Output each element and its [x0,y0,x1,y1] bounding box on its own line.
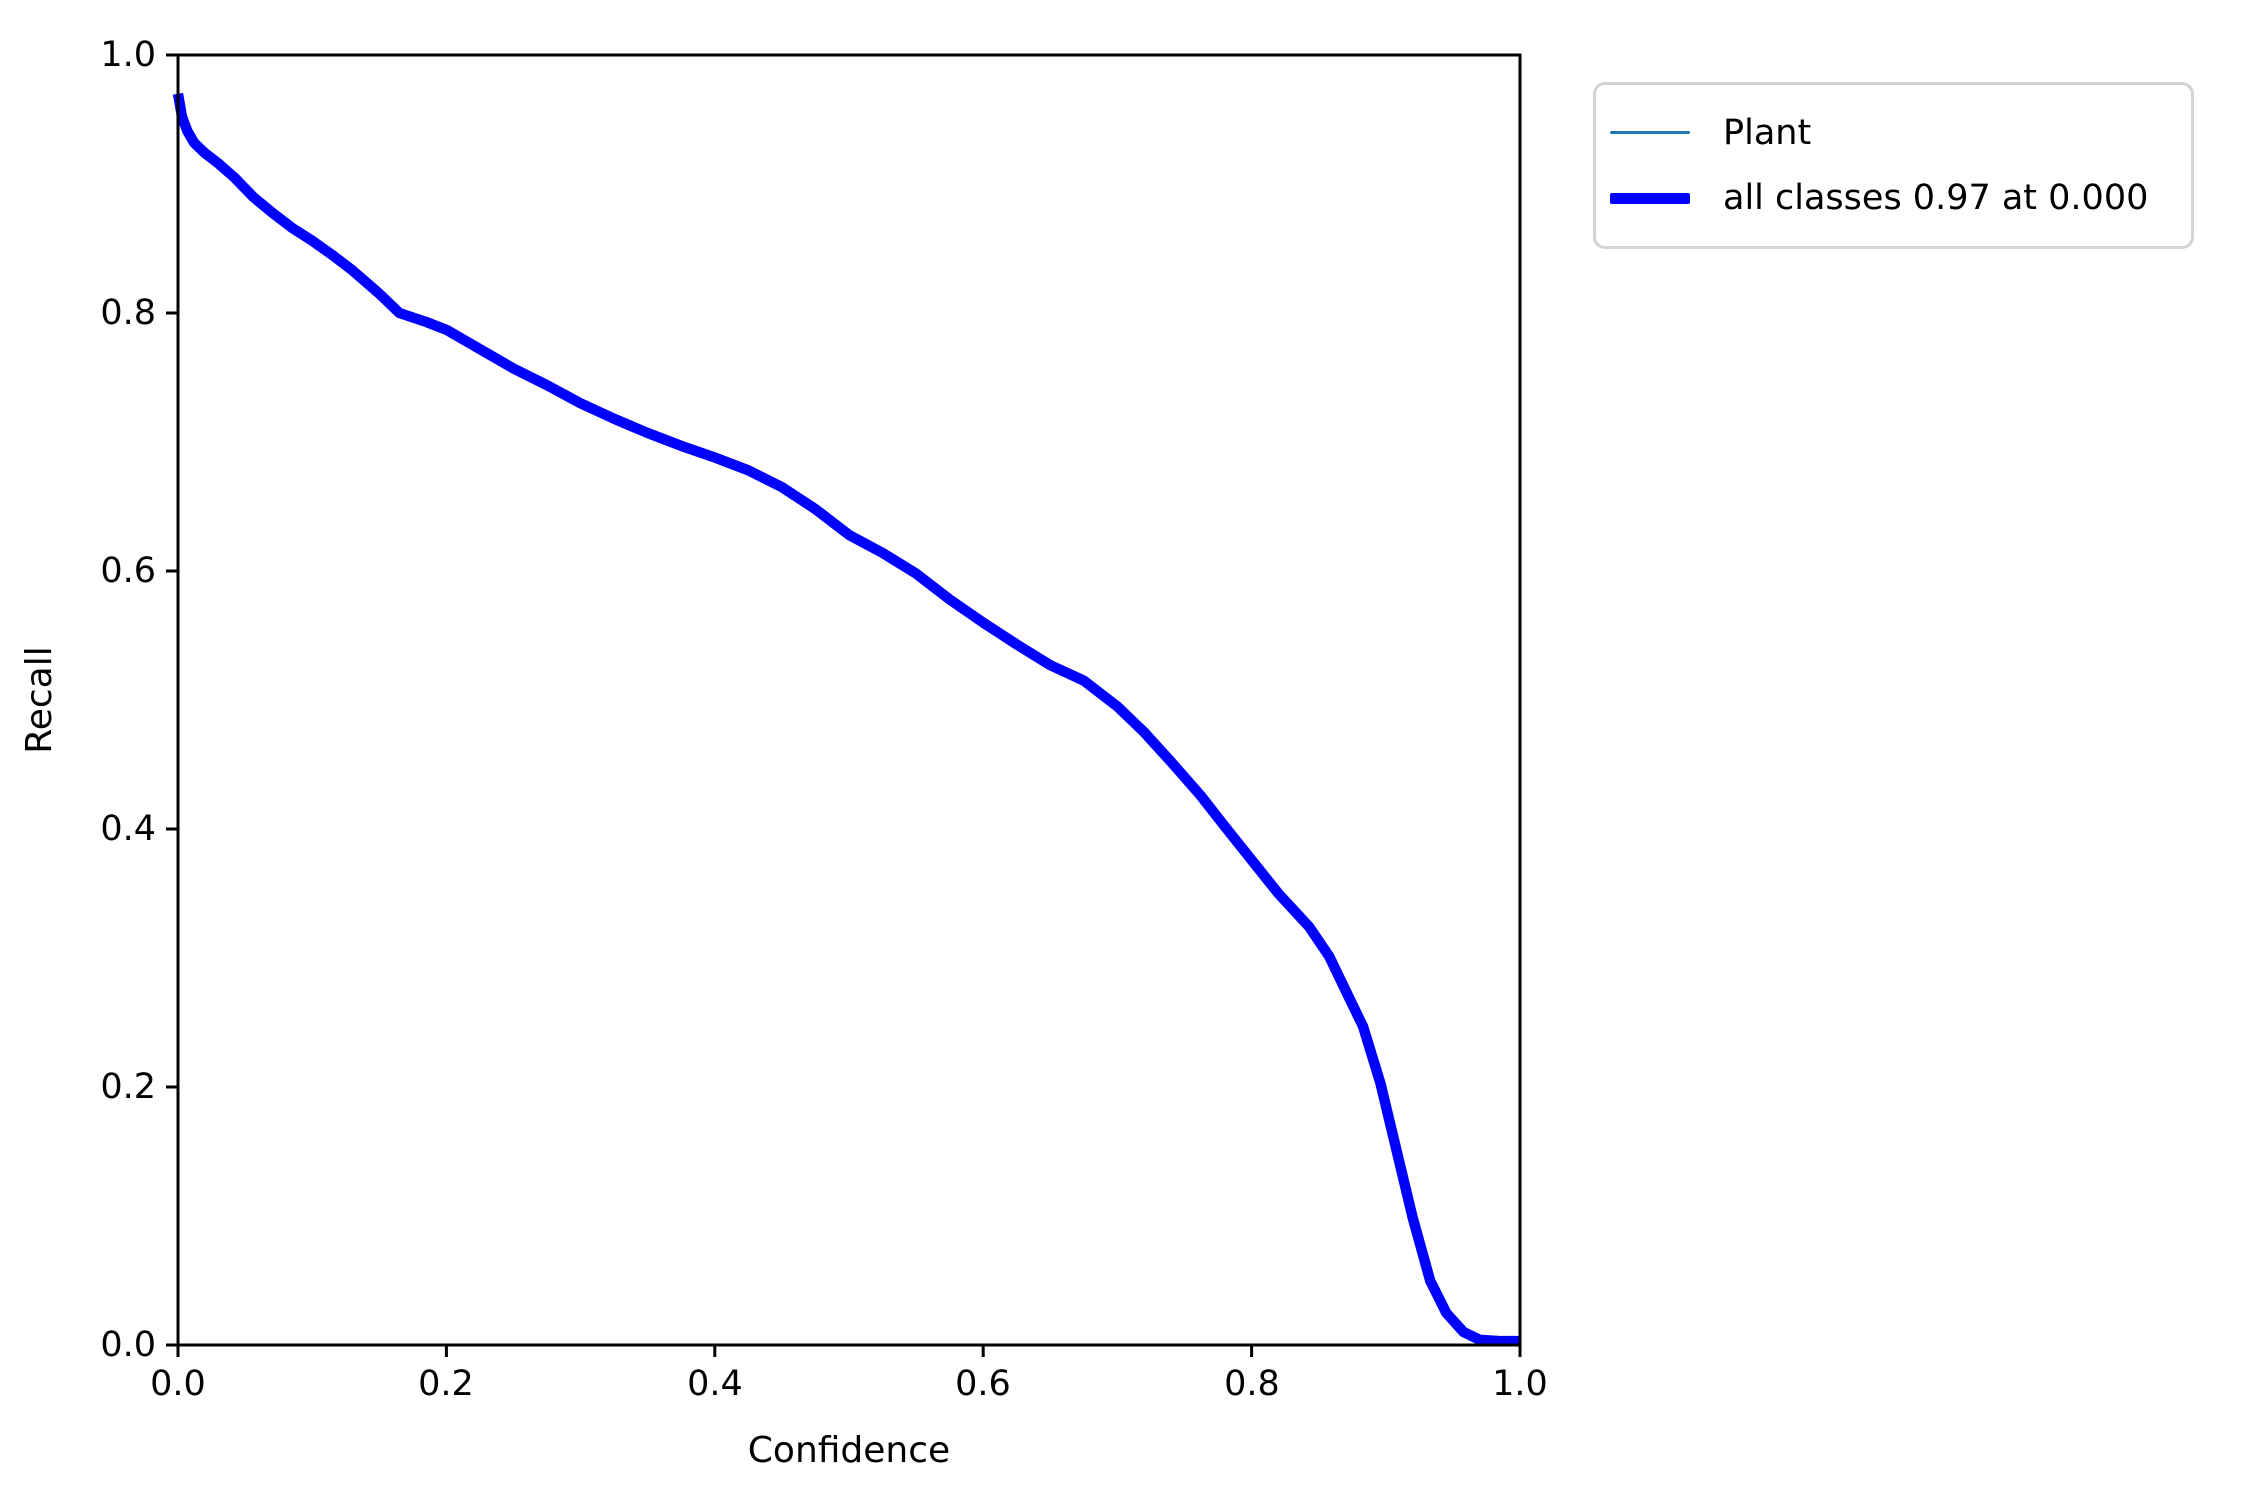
x-axis-label: Confidence [747,1430,951,1471]
x-tick-label-0.0: 0.0 [150,1364,206,1404]
y-axis-ticks [166,53,178,1347]
legend-item-plant: Plant [1596,111,2191,155]
y-tick-label-0.4: 0.4 [100,809,156,849]
legend-label-plant: Plant [1723,112,1812,153]
all-classes-line-swatch [1610,193,1690,204]
x-tick-label-0.6: 0.6 [955,1364,1011,1404]
y-tick-label-0.2: 0.2 [100,1067,156,1107]
plant-line-swatch [1610,130,1690,135]
y-tick-label-0.8: 0.8 [100,293,156,333]
x-tick-label-0.8: 0.8 [1224,1364,1280,1404]
x-tick-label-0.2: 0.2 [418,1364,474,1404]
axes-spines [176,53,1522,1347]
y-tick-label-0.6: 0.6 [100,551,156,591]
x-tick-label-1.0: 1.0 [1492,1364,1548,1404]
y-axis-label: Recall [19,646,60,754]
legend: Plant all classes 0.97 at 0.000 [1593,82,2194,249]
y-tick-label-1.0: 1.0 [100,35,156,75]
x-tick-label-0.4: 0.4 [687,1364,743,1404]
legend-label-all-classes: all classes 0.97 at 0.000 [1723,178,2149,219]
y-tick-label-0.0: 0.0 [100,1325,156,1365]
x-axis-ticks [176,1345,1522,1357]
plant-curve [176,93,1520,1343]
all-classes-curve [172,92,1520,1347]
legend-item-all-classes: all classes 0.97 at 0.000 [1596,176,2191,220]
